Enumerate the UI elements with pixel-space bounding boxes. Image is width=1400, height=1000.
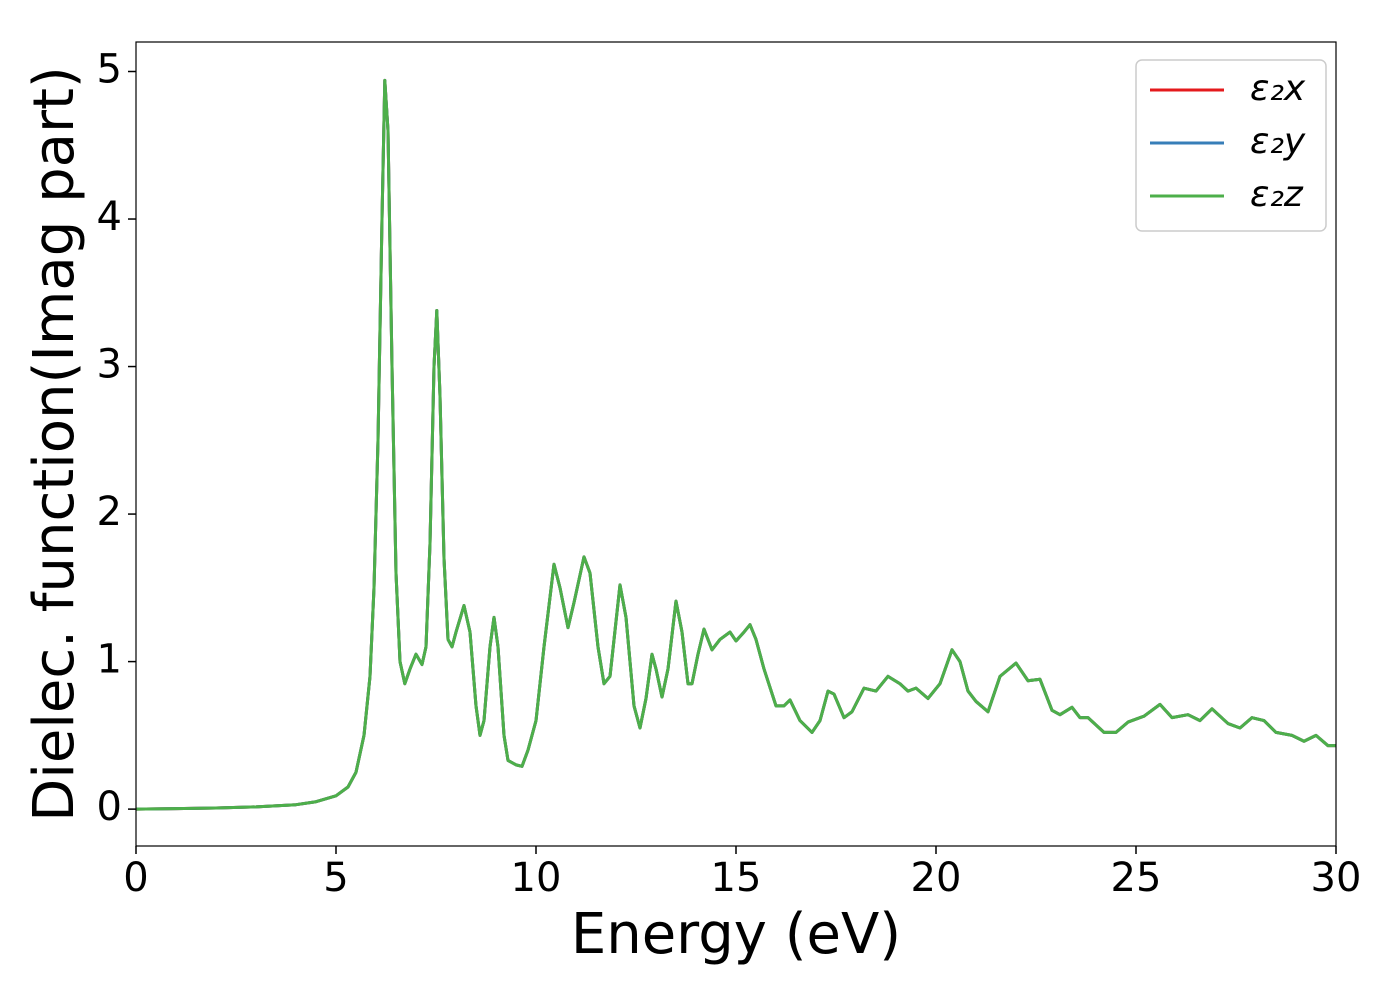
x-tick-label: 15 [711, 855, 762, 901]
legend-box [1135, 59, 1327, 232]
plot-frame [135, 41, 1337, 847]
x-axis-label: Energy (eV) [571, 902, 901, 967]
x-tick-label: 5 [323, 855, 348, 901]
y-tick-label: 4 [97, 194, 122, 240]
y-tick-label: 5 [97, 47, 122, 93]
x-tick-label: 30 [1311, 855, 1362, 901]
x-tick-label: 10 [511, 855, 562, 901]
legend-label: ε₂z [1250, 174, 1304, 215]
legend-label: ε₂y [1250, 121, 1306, 162]
line-series [135, 78, 1336, 811]
y-tick-label: 1 [97, 637, 122, 683]
x-tick-label: 25 [1111, 855, 1162, 901]
y-tick-label: 0 [97, 784, 122, 830]
y-tick-label: 2 [97, 489, 122, 535]
x-tick-label: 20 [911, 855, 962, 901]
legend-label: ε₂x [1250, 68, 1306, 109]
x-tick-label: 0 [123, 855, 148, 901]
y-tick-label: 3 [97, 342, 122, 388]
y-axis-label: Dielec. function(Imag part) [22, 66, 87, 822]
